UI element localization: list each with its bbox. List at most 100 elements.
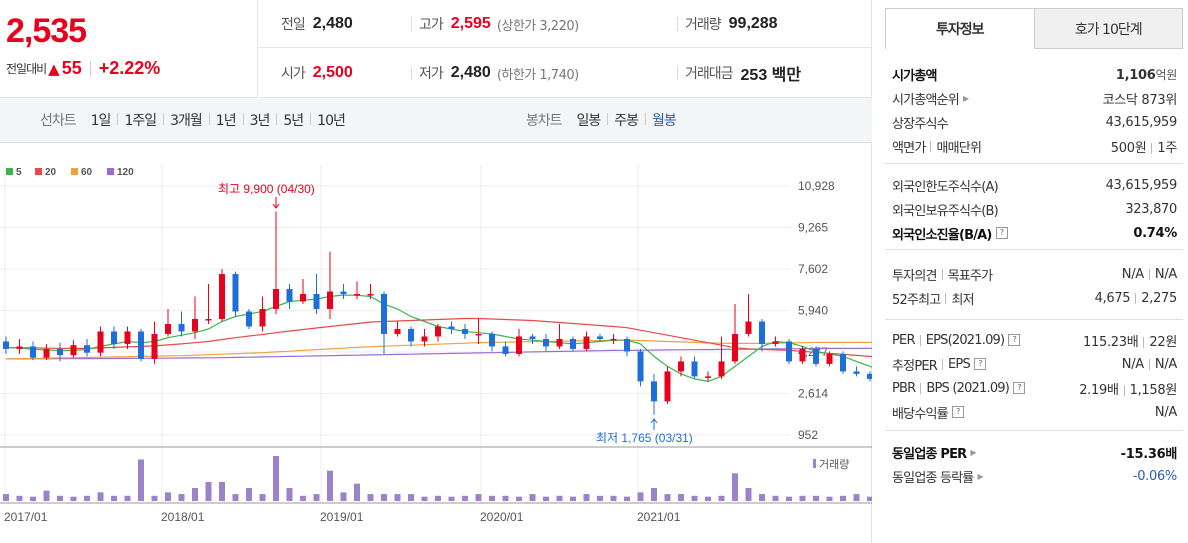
y-tick-label: 5,940 (798, 304, 828, 318)
period-5y[interactable]: 5년 (276, 110, 310, 130)
market-cap-rank-label: 시가총액순위 (892, 92, 960, 108)
candle-body (529, 336, 536, 339)
candle-body (435, 326, 441, 337)
candle-body (138, 331, 144, 359)
x-tick-label: 2018/01 (161, 510, 205, 524)
price-summary-table: 전일 2,480 고가 2,595 (상한가 3,220) 거래량 99,288… (259, 0, 872, 98)
tab-investment-info[interactable]: 투자정보 (885, 8, 1035, 49)
volume-bar (381, 494, 387, 501)
chevron-right-icon: ▶ (970, 447, 976, 457)
candle-body (165, 323, 171, 334)
candle-body (327, 291, 333, 310)
volume-bar (556, 495, 563, 501)
candle-body (43, 348, 50, 358)
candle-body (610, 338, 617, 341)
period-3m[interactable]: 3개월 (163, 110, 209, 130)
lower-limit: (하한가 1,740) (496, 67, 579, 83)
industry-rate-row[interactable]: 동일업종 등락률 ▶ -0.06% (885, 464, 1183, 488)
summary-row-2: 시가 2,500 저가 2,480 (하한가 1,740) 거래대금 253 백… (259, 49, 872, 97)
volume-cell: 거래량 99,288 (677, 0, 778, 48)
help-icon[interactable]: ? (951, 406, 964, 418)
industry-per-row[interactable]: 동일업종 PER ▶ -15.36배 (885, 440, 1183, 464)
period-3y[interactable]: 3년 (242, 110, 277, 130)
volume-bar (705, 496, 711, 501)
week52-row: 52주최고 최저 4,675 2,275 (885, 286, 1183, 310)
volume-bar (111, 495, 117, 501)
volume-bar (16, 495, 23, 501)
opinion-value: N/A (1121, 266, 1144, 282)
candle-weekly[interactable]: 주봉 (607, 110, 645, 130)
volume-value: 99,288 (728, 15, 778, 32)
week52-low-label: 최저 (951, 292, 974, 308)
candle-body (543, 338, 549, 347)
market-cap-rank-value: 코스닥 873위 (1102, 92, 1178, 108)
volume-bar (232, 494, 239, 501)
period-1d[interactable]: 1일 (90, 113, 112, 129)
info-group-market-cap: 시가총액 1,106억원 시가총액순위 ▶ 코스닥 873위 상장주식수 43,6… (885, 60, 1183, 164)
pbr-value: 2.19배 (1079, 382, 1119, 398)
volume-bar (610, 495, 617, 501)
volume-bar (178, 494, 185, 501)
y-tick-label: 952 (798, 428, 818, 442)
volume-bar (30, 496, 36, 501)
volume-bar (624, 496, 630, 501)
candle-body (691, 361, 698, 377)
candle-body (205, 318, 212, 321)
help-icon[interactable]: ? (1013, 382, 1026, 394)
change-label: 전일대비 (6, 62, 47, 76)
help-icon[interactable]: ? (1008, 334, 1021, 346)
volume-bar (489, 495, 495, 501)
candle-monthly[interactable]: 월봉 (645, 110, 683, 130)
change-amount: 55 (61, 58, 82, 78)
candle-body (475, 333, 482, 336)
low-label: 저가 (419, 66, 444, 82)
up-arrow-icon: ▲ (48, 59, 60, 78)
volume-bar (57, 495, 63, 501)
candle-daily[interactable]: 일봉 (576, 113, 602, 129)
volume-bar (475, 494, 482, 501)
trade-value-cell: 거래대금 253 백만 (676, 49, 801, 97)
candle-body (192, 318, 198, 332)
legend-swatch (107, 168, 114, 175)
volume-bar (529, 494, 536, 501)
par-value: 500원 (1110, 140, 1147, 156)
volume-bar (165, 492, 171, 501)
high-label: 고가 (419, 17, 444, 33)
est-per-row: 추정PER EPS? N/A N/A (885, 352, 1183, 376)
help-icon[interactable]: ? (973, 358, 986, 370)
info-group-foreign: 외국인한도주식수(A) 43,615,959 외국인보유주식수(B) 323,8… (885, 164, 1183, 250)
candle-body (3, 341, 9, 349)
info-tabs: 투자정보 호가 10단계 (885, 8, 1183, 49)
volume-bar (327, 470, 333, 501)
legend-label: 60 (81, 167, 93, 178)
candle-body (408, 328, 414, 342)
period-10y[interactable]: 10년 (310, 110, 352, 130)
help-icon[interactable]: ? (995, 227, 1008, 239)
candle-body (462, 328, 468, 334)
candle-body (867, 373, 872, 379)
summary-row-1: 전일 2,480 고가 2,595 (상한가 3,220) 거래량 99,288 (259, 0, 872, 48)
volume-bar (70, 496, 77, 501)
period-1w[interactable]: 1주일 (117, 110, 163, 130)
volume-bar (462, 495, 468, 501)
market-cap-rank-row[interactable]: 시가총액순위 ▶ 코스닥 873위 (885, 86, 1183, 110)
volume-bar (84, 495, 90, 501)
tab-order-book[interactable]: 호가 10단계 (1034, 8, 1183, 49)
candle-body (583, 336, 590, 349)
volume-bar (637, 492, 644, 501)
info-group-valuation: PER EPS(2021.09)? 115.23배 22원 추정PER EPS? N/… (885, 320, 1183, 431)
volume-bar (786, 496, 792, 501)
x-tick-label: 2019/01 (320, 510, 364, 524)
volume-bar (732, 473, 738, 501)
candle-body (732, 333, 738, 362)
candle-body (651, 381, 657, 402)
volume-bar (205, 481, 212, 501)
candle-body (772, 341, 779, 344)
legend-swatch (6, 168, 13, 175)
legend-label: 5 (16, 167, 22, 178)
candle-body (57, 348, 63, 356)
bps-label: BPS (2021.09) (926, 380, 1010, 396)
industry-rate-value: -0.06% (1132, 468, 1178, 484)
period-1y[interactable]: 1년 (208, 110, 243, 130)
candle-body (367, 294, 374, 296)
